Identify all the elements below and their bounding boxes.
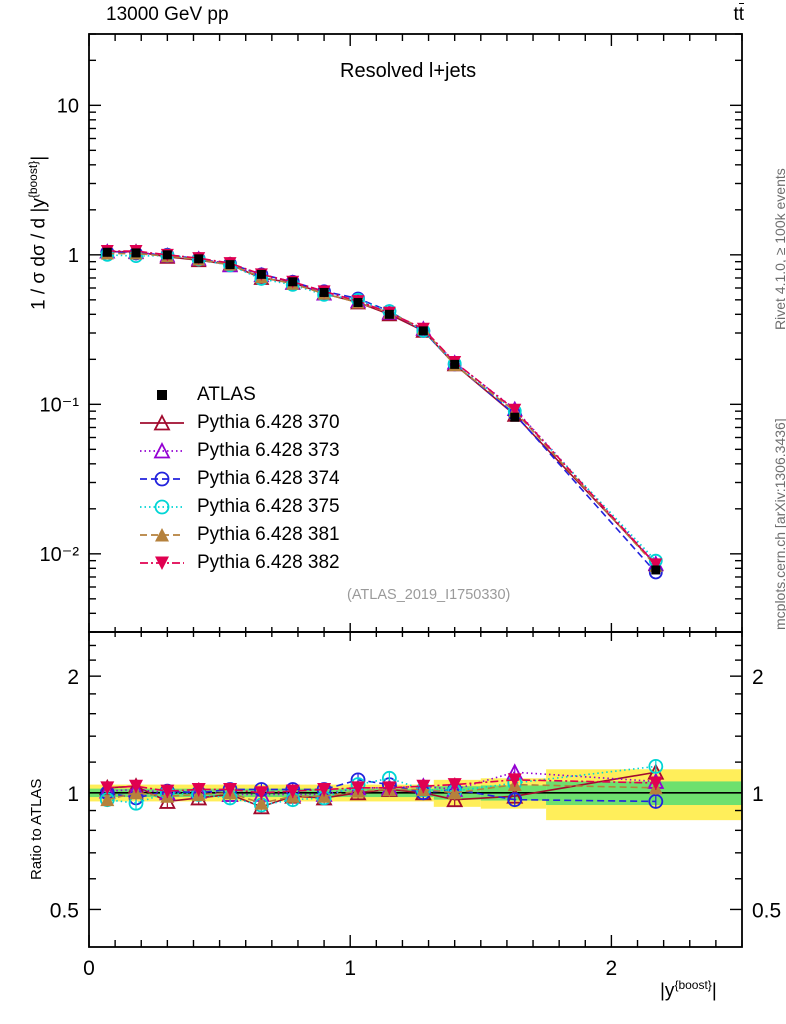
legend-marker-triangle-up-open	[140, 414, 184, 431]
legend-item[interactable]: Pythia 6.428 374	[139, 465, 340, 493]
svg-text:10⁻¹: 10⁻¹	[40, 394, 80, 416]
legend-label: Pythia 6.428 373	[197, 440, 340, 461]
legend-label: Pythia 6.428 382	[197, 552, 340, 573]
legend-item[interactable]: Pythia 6.428 373	[139, 437, 340, 465]
svg-text:0.5: 0.5	[752, 899, 781, 922]
legend-marker-triangle-up-filled	[140, 528, 184, 542]
legend-label: Pythia 6.428 375	[197, 496, 340, 517]
x-axis-label: |y{boost}|	[660, 978, 717, 1002]
data-series-curves	[98, 243, 665, 815]
legend-label: Pythia 6.428 370	[197, 412, 340, 433]
svg-text:1: 1	[68, 245, 79, 267]
svg-text:0.5: 0.5	[50, 899, 79, 922]
legend-item[interactable]: Pythia 6.428 375	[139, 493, 340, 521]
svg-text:1: 1	[344, 957, 356, 980]
legend-label: Pythia 6.428 381	[197, 524, 340, 545]
legend-label: ATLAS	[197, 384, 256, 405]
svg-text:10: 10	[57, 95, 79, 117]
panel-title: Resolved l+jets	[340, 60, 477, 82]
process-label: tt	[733, 3, 744, 25]
svg-text:2: 2	[752, 666, 764, 689]
svg-text:2: 2	[67, 666, 79, 689]
legend-label: Pythia 6.428 374	[197, 468, 340, 489]
legend: ATLAS Pythia 6.428 370 Pythia 6.428 373 Pyt…	[139, 381, 340, 577]
svg-text:1: 1	[67, 783, 79, 806]
legend-marker-triangle-down-filled	[140, 556, 184, 570]
axis-tick-labels: 10 1 10⁻¹ 10⁻² 2 2 1 1 0.5 0.5 0 1 2	[40, 95, 782, 980]
svg-text:1: 1	[752, 783, 764, 806]
svg-text:10⁻²: 10⁻²	[40, 544, 80, 566]
legend-item[interactable]: ATLAS	[139, 381, 340, 409]
beam-energy-label: 13000 GeV pp	[106, 4, 229, 25]
axis-ticks	[88, 33, 743, 947]
legend-item[interactable]: Pythia 6.428 382	[139, 549, 340, 577]
legend-marker-circle-open	[140, 499, 184, 515]
svg-text:2: 2	[606, 957, 618, 980]
legend-marker-square-filled	[157, 390, 167, 400]
svg-text:0: 0	[83, 957, 95, 980]
analysis-id-watermark: (ATLAS_2019_I1750330)	[347, 587, 511, 603]
legend-marker-circle-open	[140, 471, 184, 487]
legend-item[interactable]: Pythia 6.428 370	[139, 409, 340, 437]
legend-item[interactable]: Pythia 6.428 381	[139, 521, 340, 549]
legend-marker-triangle-up-open	[140, 442, 184, 459]
